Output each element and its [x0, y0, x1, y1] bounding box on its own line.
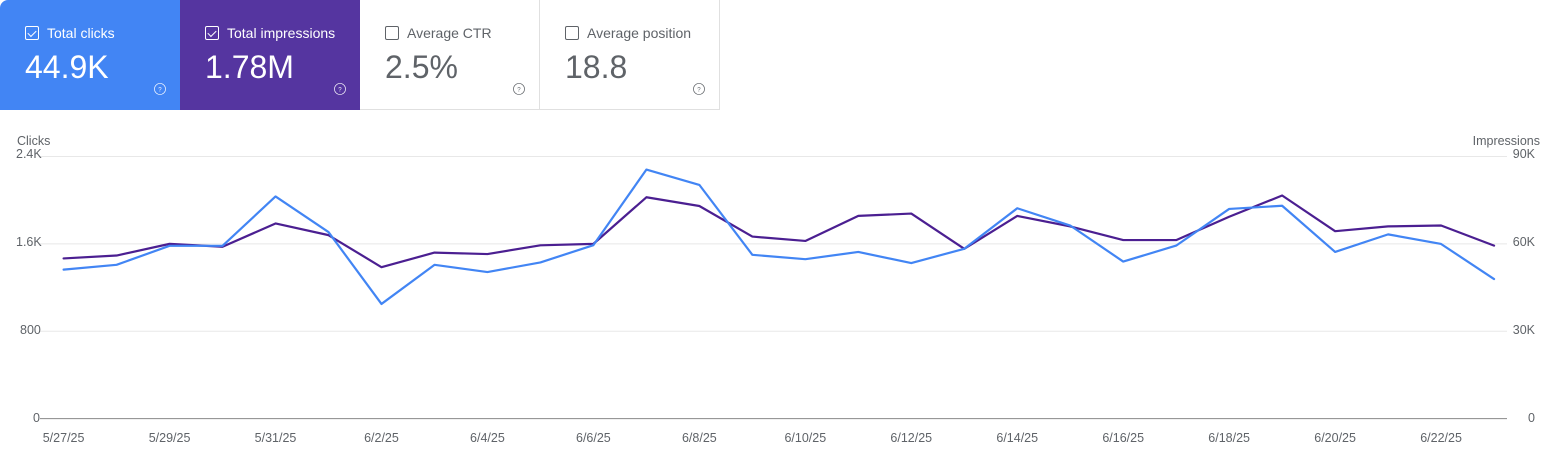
svg-text:?: ? [158, 87, 162, 94]
svg-text:?: ? [697, 87, 701, 94]
svg-text:?: ? [517, 87, 521, 94]
svg-text:?: ? [338, 87, 342, 94]
